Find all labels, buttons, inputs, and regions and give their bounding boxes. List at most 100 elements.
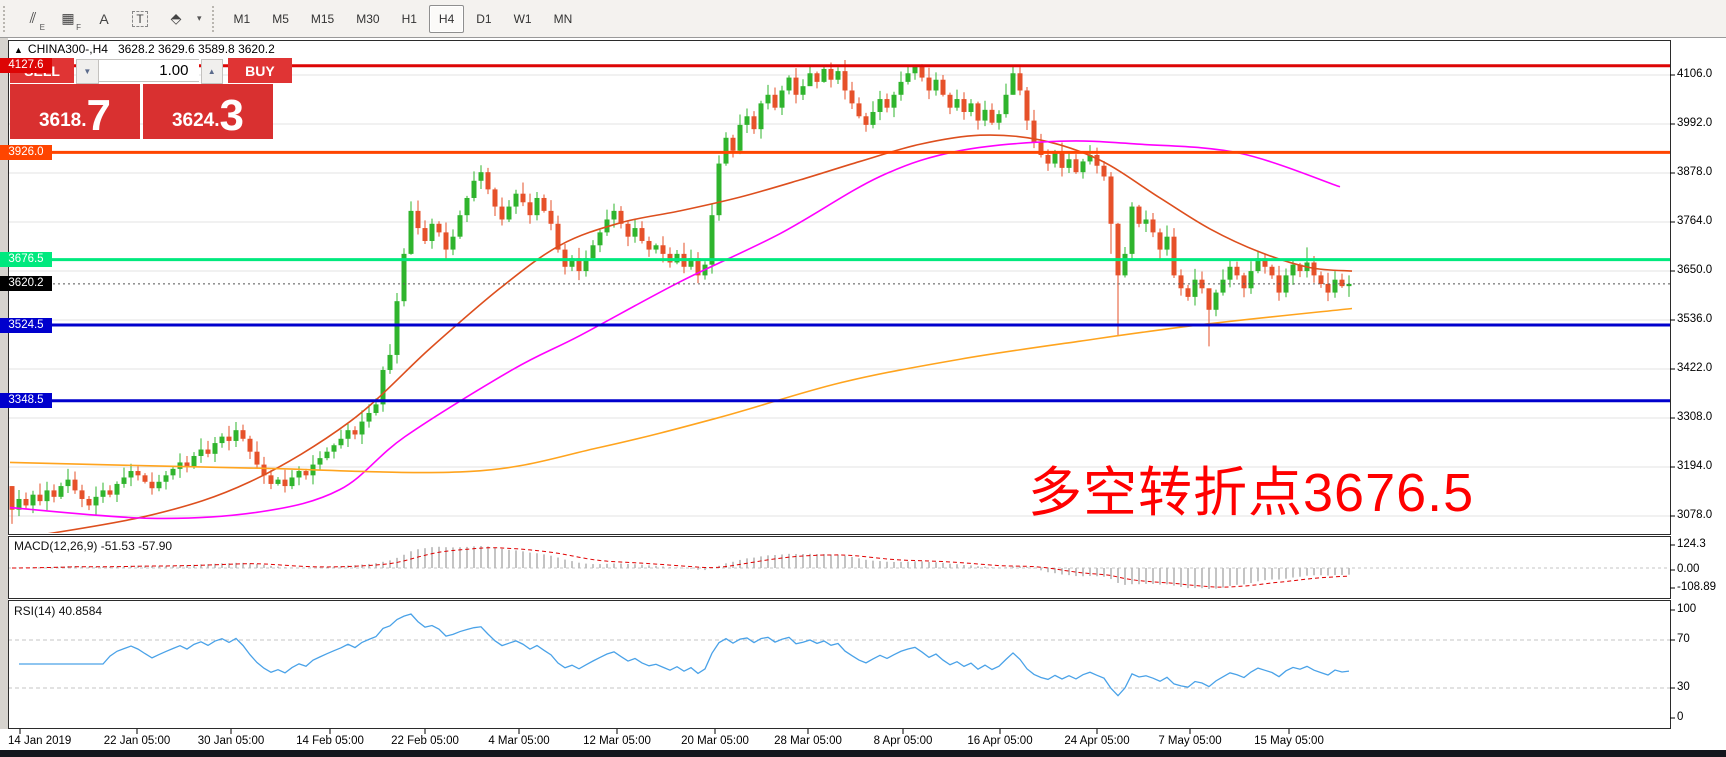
text-box-icon[interactable]: T bbox=[124, 4, 156, 34]
candle-body bbox=[870, 111, 876, 125]
timeframe-h4[interactable]: H4 bbox=[428, 4, 465, 33]
candle-body bbox=[688, 258, 694, 267]
candle-body bbox=[464, 197, 470, 216]
timeframe-m30[interactable]: M30 bbox=[356, 11, 380, 26]
candle-body bbox=[646, 240, 652, 250]
candle-body bbox=[506, 206, 512, 220]
price-badge: 3926.0 bbox=[0, 144, 52, 160]
candle-body bbox=[513, 193, 519, 207]
candle-body bbox=[1262, 258, 1268, 267]
price-tick-label: 3878.0 bbox=[1677, 166, 1713, 178]
candle-body bbox=[1318, 275, 1324, 284]
toolbar-grip[interactable] bbox=[3, 5, 10, 32]
candle-body bbox=[1059, 152, 1065, 168]
volume-decrease-button[interactable]: ▼ bbox=[76, 59, 99, 84]
timeframe-d1[interactable]: D1 bbox=[476, 11, 492, 26]
candle-body bbox=[954, 99, 960, 108]
price-tick-label: 3078.0 bbox=[1677, 509, 1713, 521]
timeframe-m5[interactable]: M5 bbox=[272, 11, 289, 26]
candle-body bbox=[219, 436, 225, 444]
candle-body bbox=[1213, 292, 1219, 310]
candle-body bbox=[695, 258, 701, 276]
price-badge: 4127.6 bbox=[0, 58, 52, 74]
candle-body bbox=[177, 462, 183, 469]
candle-body bbox=[261, 464, 267, 476]
candle-body bbox=[1080, 161, 1086, 173]
timeframe-mn[interactable]: MN bbox=[553, 11, 573, 26]
candle-body bbox=[394, 301, 400, 355]
candle-body bbox=[387, 354, 393, 370]
rsi-tick-label: 70 bbox=[1677, 633, 1690, 645]
price-tick-label: 3422.0 bbox=[1677, 362, 1713, 374]
price-badge: 3348.5 bbox=[0, 393, 52, 409]
candle-body bbox=[198, 449, 204, 456]
candle-body bbox=[1346, 283, 1352, 287]
time-axis[interactable] bbox=[0, 729, 1726, 750]
candle-body bbox=[254, 451, 260, 465]
timeframe-h1[interactable]: H1 bbox=[401, 11, 417, 26]
candle-body bbox=[233, 430, 239, 441]
taskbar-strip[interactable] bbox=[0, 750, 1726, 757]
candle-body bbox=[331, 445, 337, 452]
buy-price[interactable]: 3624. 3 bbox=[143, 84, 273, 139]
candle-body bbox=[758, 103, 764, 130]
candle-body bbox=[1171, 236, 1177, 276]
candle-body bbox=[618, 210, 624, 224]
channel-lines-icon[interactable]: ⫽ E bbox=[29, 10, 45, 32]
toolbar-grip-2[interactable] bbox=[211, 5, 219, 32]
volume-increase-button[interactable]: ▲ bbox=[200, 59, 223, 84]
candle-body bbox=[982, 109, 988, 121]
candle-body bbox=[779, 90, 785, 108]
candle-body bbox=[282, 479, 288, 487]
candle-body bbox=[842, 71, 848, 91]
timeframe-m1[interactable]: M1 bbox=[233, 11, 251, 26]
candle-body bbox=[1108, 176, 1114, 224]
candle-body bbox=[898, 81, 904, 95]
candle-body bbox=[912, 66, 918, 74]
chart-background bbox=[8, 38, 1671, 750]
collapse-triangle-icon[interactable]: ▲ bbox=[14, 45, 23, 55]
timeframe-m15[interactable]: M15 bbox=[310, 11, 335, 26]
candle-body bbox=[1234, 266, 1240, 276]
candle-body bbox=[296, 471, 302, 478]
candle-body bbox=[555, 223, 561, 250]
candle-body bbox=[324, 451, 330, 459]
candle-body bbox=[352, 430, 358, 435]
volume-input[interactable] bbox=[98, 59, 199, 82]
fibonacci-grid-icon[interactable]: ▦ F bbox=[61, 10, 81, 32]
candle-body bbox=[205, 449, 211, 454]
candle-body bbox=[471, 180, 477, 198]
candle-body bbox=[975, 103, 981, 121]
main-chart-plot bbox=[8, 59, 1670, 533]
ma-mid-line bbox=[9, 140, 1341, 520]
candle-body bbox=[1220, 279, 1226, 293]
candle-body bbox=[1031, 120, 1037, 143]
rsi-label: RSI(14) 40.8584 bbox=[14, 604, 103, 618]
candle-body bbox=[1297, 264, 1303, 272]
chevron-down-icon[interactable]: ▾ bbox=[197, 13, 202, 23]
candle-body bbox=[1178, 275, 1184, 289]
candle-body bbox=[1129, 206, 1135, 254]
date-label: 14 Jan 2019 bbox=[8, 735, 72, 747]
macd-plot bbox=[8, 546, 1670, 589]
sell-price[interactable]: 3618. 7 bbox=[10, 84, 140, 139]
candle-body bbox=[366, 412, 372, 422]
candle-body bbox=[128, 471, 134, 478]
price-axis-column[interactable] bbox=[1671, 38, 1726, 750]
timeframe-w1[interactable]: W1 bbox=[513, 11, 532, 26]
candle-body bbox=[926, 77, 932, 91]
buy-button[interactable]: BUY bbox=[227, 58, 292, 83]
candle-body bbox=[835, 71, 841, 80]
candle-body bbox=[1339, 279, 1345, 287]
candle-body bbox=[79, 490, 85, 499]
text-label-icon[interactable]: A bbox=[99, 10, 109, 27]
candle-body bbox=[184, 462, 190, 467]
ma-slow-line bbox=[9, 307, 1353, 474]
candle-body bbox=[660, 245, 666, 254]
rsi-tick-label: 100 bbox=[1677, 603, 1697, 615]
arrows-icon[interactable]: ⬘ bbox=[170, 10, 182, 26]
candle-body bbox=[562, 249, 568, 267]
candle-body bbox=[1087, 154, 1093, 162]
rsi-tick-label: 0 bbox=[1677, 711, 1684, 723]
